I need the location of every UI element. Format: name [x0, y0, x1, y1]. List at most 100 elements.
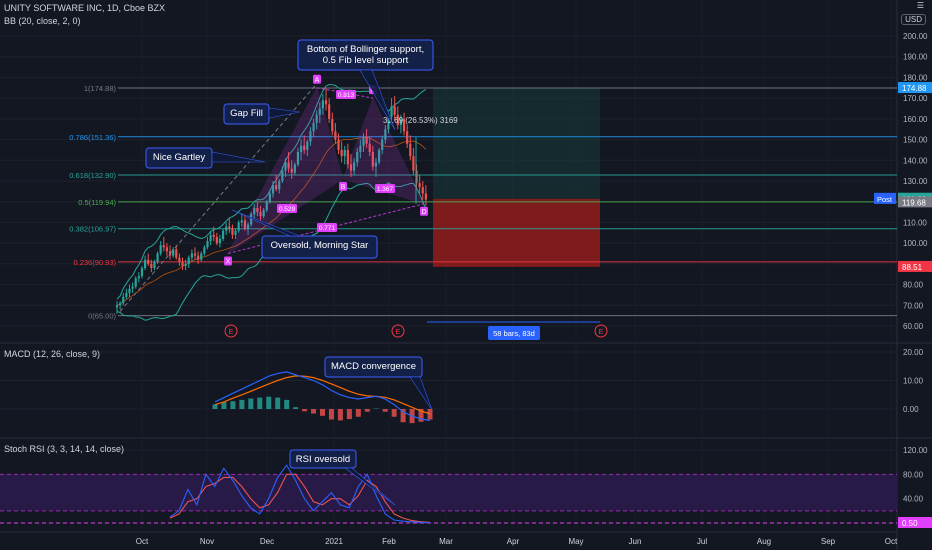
callout-text: Gap Fill: [230, 108, 263, 119]
macd-histogram-bar: [275, 397, 281, 409]
candle-body: [190, 253, 193, 258]
candle-body: [399, 118, 403, 126]
candle-body: [312, 123, 315, 132]
x-tick-label: Mar: [439, 537, 453, 546]
earnings-event-icon: [391, 324, 405, 338]
y-tick-label: 140.00: [903, 156, 928, 165]
candle-body: [309, 131, 312, 142]
gartley-ratio-box: [317, 223, 337, 232]
x-tick-label: Nov: [200, 537, 214, 546]
gartley-point-label: D: [421, 209, 426, 216]
candle-body: [256, 207, 259, 213]
candle-body: [253, 207, 256, 215]
candle-body: [362, 137, 365, 146]
callout-text: Bottom of Bollinger support,: [307, 44, 424, 55]
candle-body: [147, 259, 150, 264]
macd-histogram-bar: [239, 399, 245, 409]
candle-body: [396, 114, 399, 126]
candle-body: [287, 162, 290, 169]
candle-body: [418, 183, 421, 188]
y-tick-label: 180.00: [903, 73, 928, 82]
callout-tail: [211, 151, 266, 163]
candle-body: [368, 143, 371, 152]
macd-line: [214, 371, 431, 421]
macd-histogram-bar: [221, 402, 227, 409]
candle-body: [228, 226, 231, 229]
candle-body: [299, 145, 303, 152]
candle-body: [203, 247, 206, 254]
candle-body: [122, 297, 125, 304]
candle-body: [246, 224, 250, 229]
candle-body: [421, 187, 424, 194]
candle-body: [390, 106, 393, 117]
candle-body: [306, 141, 309, 150]
candle-body: [331, 118, 334, 132]
measure-label: 31.69 (26.53%) 3169: [383, 116, 458, 125]
currency-badge[interactable]: USD: [901, 14, 926, 25]
earnings-event-icon: [224, 324, 238, 338]
macd-histogram-bar: [427, 409, 433, 420]
price-axis-label: 174.88: [902, 84, 927, 93]
y-tick-label: 170.00: [903, 94, 928, 103]
macd-histogram-bar: [257, 397, 263, 409]
candle-body: [349, 164, 353, 171]
candle-body: [125, 292, 128, 297]
y-tick-label: 0.00: [903, 405, 919, 414]
macd-histogram-bar: [212, 404, 218, 409]
candle-body: [340, 149, 343, 157]
macd-histogram-bar: [320, 409, 325, 416]
gartley-point-label: B: [341, 184, 346, 191]
y-tick-label: 190.00: [903, 53, 928, 62]
candle-body: [209, 234, 212, 242]
price-axis-label: 88.51: [902, 263, 923, 272]
candle-body: [271, 185, 275, 194]
x-tick-label: May: [568, 537, 583, 546]
menu-icon[interactable]: ☰: [916, 1, 924, 10]
macd-histogram-bar: [364, 409, 370, 412]
candle-body: [168, 251, 172, 256]
candle-body: [162, 245, 165, 248]
macd-histogram-bar: [400, 409, 406, 423]
candle-body: [374, 162, 378, 167]
candle-body: [150, 263, 153, 268]
gartley-ratio-box: [375, 184, 395, 193]
macd-histogram-bar: [337, 409, 343, 421]
macd-signal-line: [214, 375, 431, 415]
candle-body: [337, 139, 340, 150]
gartley-xab-triangle: [227, 86, 344, 254]
x-tick-label: Dec: [260, 537, 274, 546]
candle-body: [406, 131, 409, 144]
candle-body: [178, 257, 181, 262]
oversold-annotation: Oversold, Morning Star: [231, 209, 378, 259]
candle-body: [140, 268, 144, 277]
callout-text: MACD convergence: [331, 361, 416, 372]
fib-level-label: 0(65.00): [88, 312, 116, 321]
candle-body: [393, 106, 396, 115]
candle-body: [356, 152, 359, 163]
y-tick-label: 110.00: [903, 218, 927, 227]
candle-body: [240, 220, 243, 223]
callout-tail: [231, 209, 301, 237]
price-axis-label: 119.68: [902, 198, 926, 207]
macd-indicator-label: MACD (12, 26, close, 9): [4, 349, 101, 359]
price-axis-badge: [898, 82, 932, 94]
y-tick-label: 80.00: [903, 470, 924, 479]
candle-body: [225, 226, 228, 231]
candle-body: [137, 276, 140, 279]
gartley-ratio-box: [277, 204, 297, 213]
macd-histogram-bar: [284, 399, 290, 409]
candle-body: [359, 145, 362, 152]
candle-body: [402, 118, 406, 132]
candle-body: [365, 137, 368, 144]
gartley-annotation: Nice Gartley: [145, 147, 266, 169]
candle-body: [343, 149, 346, 157]
macd-histogram-bar: [391, 409, 397, 417]
candle-body: [221, 230, 225, 239]
candle-body: [424, 193, 427, 200]
candle-body: [303, 145, 306, 150]
candle-body: [159, 245, 162, 254]
y-tick-label: 150.00: [903, 136, 928, 145]
y-tick-label: 40.00: [903, 495, 924, 504]
gartley-ratio-label: 0.813: [338, 92, 355, 99]
candle-body: [181, 261, 184, 266]
